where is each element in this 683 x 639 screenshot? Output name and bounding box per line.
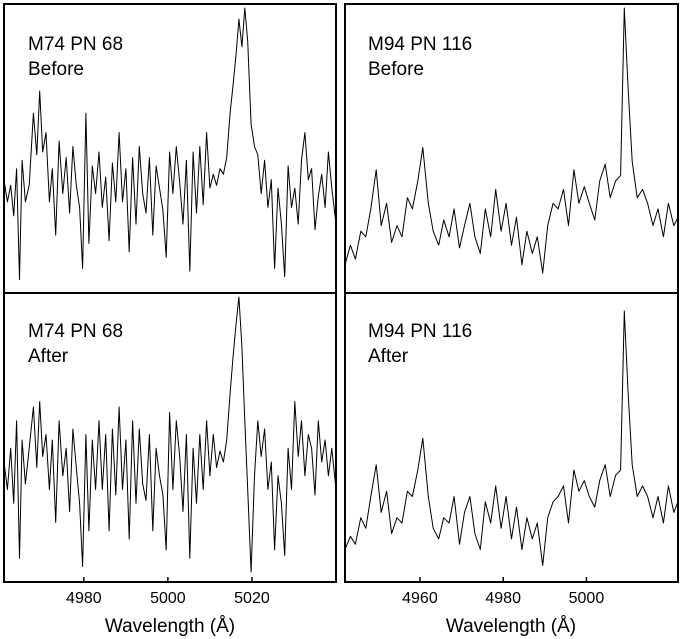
panel-label-line-2: After xyxy=(28,346,69,367)
x-ticks: 4960 4980 5000 xyxy=(402,577,604,607)
x-tick-label: 5000 xyxy=(569,590,605,607)
spectrum-line xyxy=(3,296,337,573)
spectrum-line xyxy=(344,7,679,274)
x-tick-label: 5020 xyxy=(234,590,270,607)
spectrum-series xyxy=(344,7,679,274)
panel-m94-before: M94 PN 116 Before xyxy=(344,3,679,294)
panel-m74-before: M74 PN 68 Before xyxy=(3,3,337,294)
spectrum-series xyxy=(3,296,337,573)
panel-label-line-1: M94 PN 116 xyxy=(368,321,472,342)
spectrum-series xyxy=(3,7,337,280)
spectrum-line xyxy=(344,310,679,566)
spectrum-line xyxy=(3,7,337,280)
panel-label-line-2: After xyxy=(368,346,409,367)
panel-m74-after: M74 PN 68 After 4980 5000 5020 Wavelength … xyxy=(3,292,337,637)
x-axis-label: Wavelength (Å) xyxy=(105,616,235,637)
panel-frame xyxy=(344,292,679,583)
panel-label-line-2: Before xyxy=(28,59,84,80)
x-tick-label: 5000 xyxy=(150,590,186,607)
panel-label-line-1: M74 PN 68 xyxy=(28,321,123,342)
x-ticks: 4980 5000 5020 xyxy=(66,577,270,607)
panel-frame xyxy=(3,292,337,583)
panel-label-line-1: M94 PN 116 xyxy=(368,34,472,55)
panel-m94-after: M94 PN 116 After 4960 4980 5000 Wavelength… xyxy=(344,292,679,637)
panel-label-line-2: Before xyxy=(368,59,424,80)
panel-label-line-1: M74 PN 68 xyxy=(28,34,123,55)
x-tick-label: 4980 xyxy=(66,590,102,607)
x-tick-label: 4980 xyxy=(485,590,521,607)
spectrum-series xyxy=(344,310,679,566)
x-tick-label: 4960 xyxy=(402,590,438,607)
x-axis-label: Wavelength (Å) xyxy=(446,616,576,637)
